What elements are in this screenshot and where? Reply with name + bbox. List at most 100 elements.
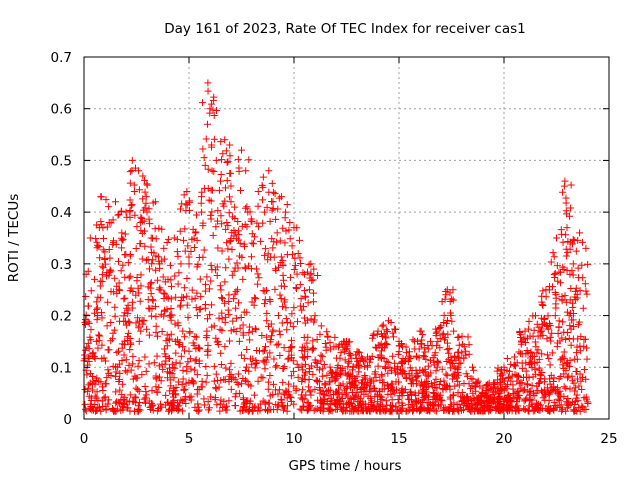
- data-point: [103, 223, 111, 231]
- data-point: [118, 244, 126, 252]
- data-point: [302, 360, 310, 368]
- data-point: [251, 325, 259, 333]
- data-point: [326, 363, 334, 371]
- data-point: [305, 365, 313, 373]
- data-point: [217, 170, 225, 178]
- data-point: [393, 365, 401, 373]
- data-point: [311, 356, 319, 364]
- data-point: [448, 357, 456, 365]
- data-point: [135, 337, 143, 345]
- data-point: [337, 382, 345, 390]
- data-point-peak: [412, 374, 420, 382]
- data-point: [135, 186, 143, 194]
- data-point: [96, 254, 104, 262]
- data-point: [418, 387, 426, 395]
- data-point: [420, 344, 428, 352]
- data-point-peak: [385, 317, 392, 325]
- data-point: [554, 277, 562, 285]
- data-point: [272, 215, 280, 223]
- data-point: [583, 355, 591, 363]
- data-point: [327, 406, 335, 414]
- data-point: [296, 405, 304, 413]
- data-point: [394, 396, 402, 404]
- data-point: [343, 342, 351, 350]
- data-point: [376, 353, 384, 361]
- data-point: [254, 202, 262, 210]
- data-point: [261, 245, 269, 253]
- data-point: [124, 259, 132, 267]
- data-point: [388, 384, 396, 392]
- data-point: [125, 361, 133, 369]
- data-point: [167, 282, 175, 290]
- data-point: [221, 197, 229, 205]
- data-point: [563, 359, 571, 367]
- data-point: [454, 348, 462, 356]
- data-point: [217, 294, 225, 302]
- data-point: [164, 235, 172, 243]
- data-point: [186, 355, 194, 363]
- data-point: [301, 287, 309, 295]
- data-point: [448, 317, 456, 325]
- data-point: [238, 253, 246, 261]
- data-point: [557, 401, 565, 409]
- data-point: [225, 298, 233, 306]
- data-point: [134, 314, 142, 322]
- data-point: [483, 382, 491, 390]
- data-point: [307, 270, 315, 278]
- data-point: [195, 357, 203, 365]
- data-point: [118, 403, 126, 411]
- data-point: [175, 405, 183, 413]
- data-point: [202, 135, 210, 143]
- data-point: [383, 328, 391, 336]
- data-point: [555, 391, 563, 399]
- data-point: [227, 182, 235, 190]
- data-point: [260, 358, 268, 366]
- data-point: [156, 373, 164, 381]
- data-point: [220, 202, 228, 210]
- data-point: [126, 196, 134, 204]
- data-point: [216, 400, 224, 408]
- data-point: [328, 369, 336, 377]
- data-point: [162, 391, 170, 399]
- data-point: [309, 276, 317, 284]
- data-point: [320, 361, 328, 369]
- data-point-peak: [105, 218, 113, 226]
- data-point: [571, 384, 579, 392]
- data-point: [135, 387, 143, 395]
- data-point: [131, 393, 139, 401]
- data-point: [212, 384, 220, 392]
- data-point: [84, 318, 92, 326]
- data-point-peak: [225, 291, 233, 299]
- data-point: [209, 96, 217, 104]
- data-point: [226, 141, 234, 149]
- data-point: [111, 303, 119, 311]
- data-point: [147, 399, 155, 407]
- data-point: [243, 378, 251, 386]
- data-point: [239, 321, 247, 329]
- data-point: [273, 362, 281, 370]
- data-point-peak: [254, 187, 262, 195]
- data-point: [321, 380, 329, 388]
- data-point: [157, 377, 165, 385]
- data-point: [128, 304, 136, 312]
- data-point: [285, 226, 293, 234]
- data-point: [140, 395, 148, 403]
- data-point-peak: [353, 348, 361, 356]
- data-point: [301, 347, 309, 355]
- data-point: [305, 376, 313, 384]
- data-point: [299, 269, 307, 277]
- data-point: [303, 339, 311, 347]
- data-point: [519, 374, 527, 382]
- data-point: [261, 343, 269, 351]
- data-point: [441, 381, 449, 389]
- data-point: [255, 223, 263, 231]
- data-point: [195, 344, 203, 352]
- data-point: [323, 328, 331, 336]
- data-point: [259, 183, 267, 191]
- data-point: [222, 225, 230, 233]
- data-point: [212, 385, 220, 393]
- data-point: [563, 308, 571, 316]
- data-point: [544, 389, 552, 397]
- data-point: [243, 363, 251, 371]
- data-point: [147, 279, 155, 287]
